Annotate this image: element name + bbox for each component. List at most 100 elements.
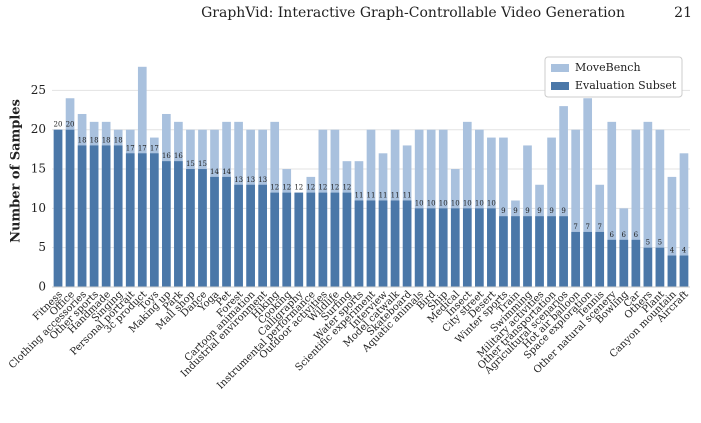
value-label: 13	[246, 176, 255, 184]
value-label: 11	[355, 191, 364, 199]
bar	[595, 231, 605, 287]
bar	[547, 216, 556, 287]
value-label: 12	[282, 184, 291, 192]
bar	[89, 145, 99, 287]
value-label: 13	[234, 176, 243, 184]
legend-swatch	[551, 64, 569, 72]
legend-box	[544, 56, 683, 98]
value-label: 17	[126, 144, 135, 152]
bar	[174, 161, 183, 287]
bar	[655, 129, 665, 287]
bar	[499, 137, 508, 287]
bar	[402, 200, 412, 287]
bar	[318, 192, 328, 287]
value-label: 15	[186, 160, 195, 168]
value-label: 9	[549, 207, 553, 215]
value-label: 10	[439, 199, 448, 207]
legend-label: Evaluation Subset	[575, 79, 677, 92]
y-tick-label: 15	[31, 162, 46, 176]
value-label: 9	[513, 207, 517, 215]
bar	[559, 216, 568, 287]
value-label: 18	[102, 136, 111, 144]
value-label: 12	[342, 184, 351, 192]
y-tick-label: 20	[31, 122, 46, 136]
bar	[125, 153, 135, 287]
bar	[53, 129, 63, 287]
bar	[234, 184, 243, 287]
bar	[571, 231, 580, 287]
bar	[366, 200, 376, 287]
value-label: 17	[138, 144, 147, 152]
value-label: 10	[463, 199, 472, 207]
value-label: 12	[270, 184, 279, 192]
bar	[222, 176, 231, 287]
bar	[414, 208, 424, 287]
bar	[186, 169, 195, 287]
bar	[547, 137, 556, 287]
value-label: 7	[573, 223, 577, 231]
bar	[462, 208, 472, 287]
bar	[535, 216, 544, 287]
value-label: 10	[475, 199, 484, 207]
value-label: 16	[174, 152, 183, 160]
bar	[631, 129, 641, 287]
bar	[511, 216, 520, 287]
bar	[378, 200, 388, 287]
value-label: 4	[670, 247, 675, 255]
bar	[426, 208, 436, 287]
value-label: 20	[66, 121, 75, 129]
bar	[450, 208, 460, 287]
bar	[679, 255, 689, 287]
bar	[137, 153, 147, 287]
bar	[607, 239, 617, 287]
bar	[462, 121, 472, 287]
value-label: 16	[162, 152, 171, 160]
bar	[667, 176, 677, 287]
bar	[643, 247, 653, 287]
value-label: 4	[682, 247, 687, 255]
bar	[571, 129, 580, 287]
value-label: 7	[585, 223, 589, 231]
bar	[643, 121, 653, 287]
bar	[294, 192, 304, 287]
bar	[583, 98, 593, 287]
bar	[631, 239, 641, 287]
y-tick-label: 5	[38, 240, 46, 254]
value-label: 15	[198, 160, 207, 168]
value-label: 12	[330, 184, 339, 192]
legend-swatch	[551, 82, 569, 90]
bar	[270, 192, 280, 287]
value-label: 10	[451, 199, 460, 207]
bar	[438, 208, 448, 287]
legend-label: MoveBench	[575, 61, 641, 74]
bar	[667, 255, 677, 287]
value-label: 12	[294, 184, 303, 192]
page-title: GraphVid: Interactive Graph-Controllable…	[201, 5, 625, 21]
value-label: 5	[646, 239, 650, 247]
bar	[306, 192, 316, 287]
bar	[282, 192, 292, 287]
bar	[330, 192, 340, 287]
bar	[487, 208, 496, 287]
bar	[523, 216, 532, 287]
y-tick-label: 10	[31, 201, 46, 215]
bar	[342, 192, 352, 287]
value-label: 12	[318, 184, 327, 192]
bar	[679, 153, 689, 287]
value-label: 12	[306, 184, 315, 192]
bar	[258, 184, 267, 287]
bar	[583, 231, 593, 287]
bar	[101, 145, 111, 287]
bar	[619, 239, 629, 287]
bar	[559, 106, 568, 287]
value-label: 6	[622, 231, 627, 239]
bar	[113, 145, 123, 287]
bar	[162, 161, 171, 287]
value-label: 10	[427, 199, 436, 207]
value-label: 11	[379, 191, 388, 199]
bar	[65, 129, 75, 287]
bar	[607, 121, 617, 287]
value-label: 10	[487, 199, 496, 207]
value-label: 11	[403, 191, 412, 199]
